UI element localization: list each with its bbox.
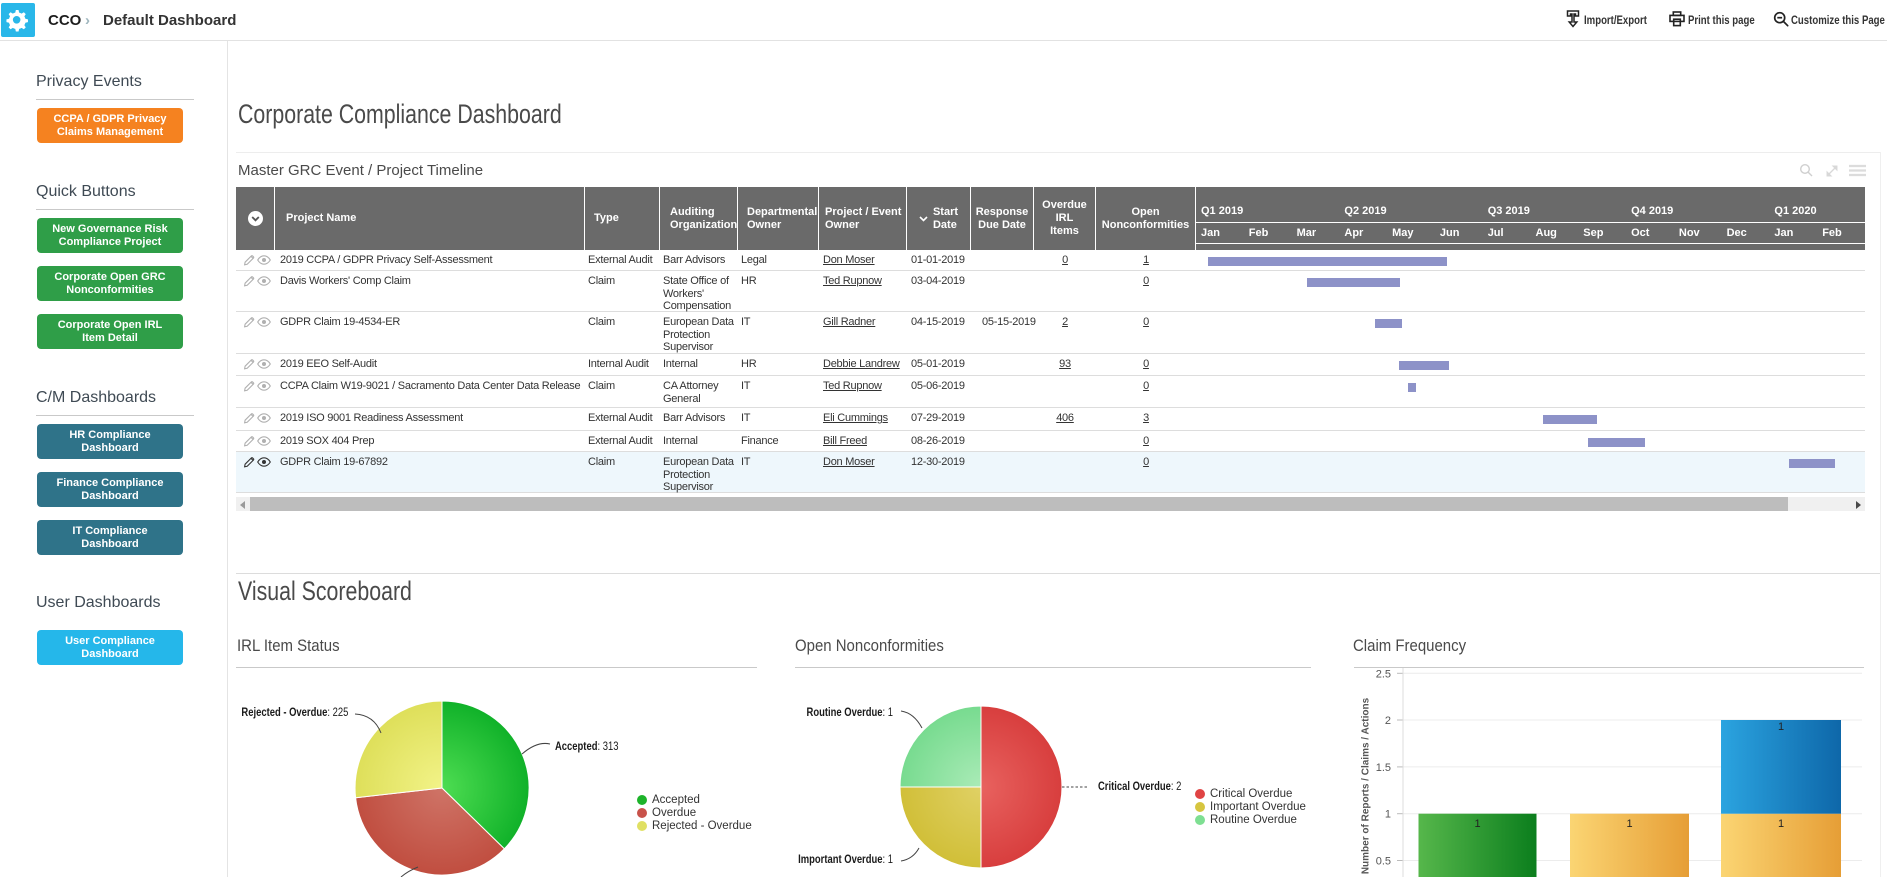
- svg-text:1: 1: [1474, 818, 1480, 830]
- svg-text:1.5: 1.5: [1376, 762, 1391, 774]
- svg-text:2.5: 2.5: [1376, 668, 1391, 680]
- svg-text:1: 1: [1626, 818, 1632, 830]
- svg-text:2: 2: [1385, 715, 1391, 727]
- svg-text:1: 1: [1778, 721, 1784, 733]
- svg-text:1: 1: [1385, 809, 1391, 821]
- svg-text:0.5: 0.5: [1376, 856, 1391, 868]
- svg-text:1: 1: [1778, 818, 1784, 830]
